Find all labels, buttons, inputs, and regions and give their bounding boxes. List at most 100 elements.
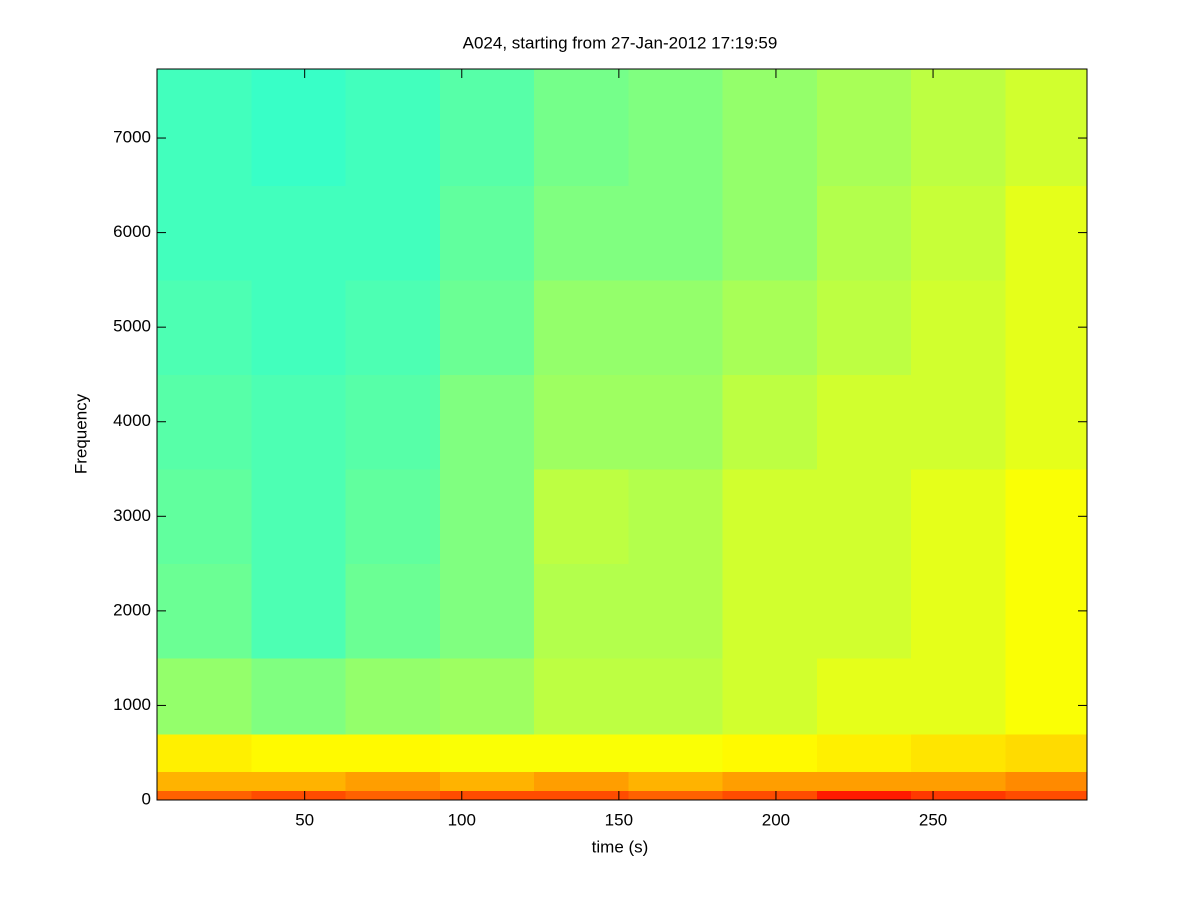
heatmap-cell	[345, 733, 441, 773]
heatmap-cell	[534, 563, 629, 659]
heatmap-cell	[157, 69, 252, 186]
heatmap-cell	[251, 733, 347, 773]
heatmap-cell	[157, 790, 252, 801]
heatmap-cell	[534, 733, 629, 773]
y-axis-label: Frequency	[71, 393, 90, 474]
heatmap-cell	[534, 469, 629, 565]
heatmap-cell	[439, 279, 535, 375]
x-tick-label: 100	[448, 810, 476, 829]
heatmap-cell	[722, 771, 818, 792]
heatmap-cell	[911, 185, 1006, 281]
heatmap-cell	[251, 790, 347, 801]
heatmap-cell	[1005, 771, 1088, 792]
x-tick-label: 50	[295, 810, 314, 829]
heatmap-cell	[628, 733, 724, 773]
heatmap-cell	[251, 469, 347, 565]
heatmap-cell	[628, 658, 724, 735]
heatmap-cell	[439, 733, 535, 773]
heatmap-cell	[439, 771, 535, 792]
x-tick-label: 250	[919, 810, 947, 829]
heatmap-cell	[722, 69, 818, 186]
heatmap-cell	[911, 69, 1006, 186]
heatmap-cell	[345, 374, 441, 470]
heatmap-cell	[816, 563, 912, 659]
heatmap-cell	[157, 374, 252, 470]
heatmap-cell	[345, 771, 441, 792]
heatmap-cell	[439, 790, 535, 801]
heatmap-cell	[345, 69, 441, 186]
heatmap-cell	[911, 279, 1006, 375]
heatmap-cell	[816, 374, 912, 470]
y-tick-label: 5000	[113, 317, 151, 336]
heatmap-cell	[439, 658, 535, 735]
heatmap-cell	[1005, 469, 1088, 565]
heatmap-cell	[534, 771, 629, 792]
heatmap-cell	[534, 279, 629, 375]
heatmap-cell	[534, 69, 629, 186]
heatmap-cell	[628, 771, 724, 792]
y-tick-label: 6000	[113, 222, 151, 241]
heatmap-cell	[439, 563, 535, 659]
x-tick-label: 200	[762, 810, 790, 829]
heatmap-cell	[534, 374, 629, 470]
heatmap-cell	[628, 790, 724, 801]
y-tick-label: 1000	[113, 695, 151, 714]
heatmap-cell	[251, 279, 347, 375]
heatmap-cell	[628, 185, 724, 281]
heatmap-cell	[628, 69, 724, 186]
y-tick-label: 0	[142, 789, 151, 808]
heatmap-cell	[628, 279, 724, 375]
heatmap-cell	[1005, 69, 1088, 186]
heatmap-cell	[1005, 733, 1088, 773]
heatmap-cell	[816, 279, 912, 375]
heatmap-cell	[722, 185, 818, 281]
heatmap-cell	[628, 563, 724, 659]
heatmap-cell	[157, 771, 252, 792]
chart-title: A024, starting from 27-Jan-2012 17:19:59	[463, 33, 778, 52]
y-tick-label: 4000	[113, 411, 151, 430]
heatmap-cell	[1005, 374, 1088, 470]
heatmap-cell	[911, 658, 1006, 735]
heatmap-cell	[345, 279, 441, 375]
heatmap-cell	[1005, 185, 1088, 281]
heatmap-cell	[816, 69, 912, 186]
heatmap-cell	[722, 790, 818, 801]
heatmap-cell	[722, 563, 818, 659]
heatmap-cell	[157, 469, 252, 565]
heatmap-cell	[816, 771, 912, 792]
plot-frame	[156, 68, 1088, 801]
x-tick-label: 150	[605, 810, 633, 829]
heatmap-cell	[439, 469, 535, 565]
heatmap-cell	[722, 374, 818, 470]
heatmap-cell	[251, 563, 347, 659]
y-tick-label: 2000	[113, 600, 151, 619]
heatmap-cell	[345, 563, 441, 659]
heatmap-cell	[816, 733, 912, 773]
heatmap-cell	[1005, 563, 1088, 659]
heatmap-cell	[534, 790, 629, 801]
heatmap-cell	[251, 374, 347, 470]
heatmap-cell	[345, 658, 441, 735]
heatmap-cell	[722, 469, 818, 565]
heatmap-cell	[157, 185, 252, 281]
heatmap-cell	[911, 790, 1006, 801]
heatmap-cell	[345, 185, 441, 281]
y-tick-label: 3000	[113, 506, 151, 525]
heatmap-cell	[345, 469, 441, 565]
heatmap-cell	[439, 374, 535, 470]
heatmap-cell	[816, 469, 912, 565]
heatmap-cell	[911, 374, 1006, 470]
heatmap	[157, 69, 1088, 801]
heatmap-cell	[628, 469, 724, 565]
heatmap-cell	[345, 790, 441, 801]
heatmap-cell	[816, 658, 912, 735]
heatmap-cell	[1005, 658, 1088, 735]
heatmap-cell	[911, 469, 1006, 565]
heatmap-cell	[722, 658, 818, 735]
heatmap-cell	[439, 69, 535, 186]
heatmap-cell	[816, 790, 912, 801]
x-axis-label: time (s)	[592, 837, 649, 856]
heatmap-cell	[157, 563, 252, 659]
heatmap-cell	[251, 69, 347, 186]
